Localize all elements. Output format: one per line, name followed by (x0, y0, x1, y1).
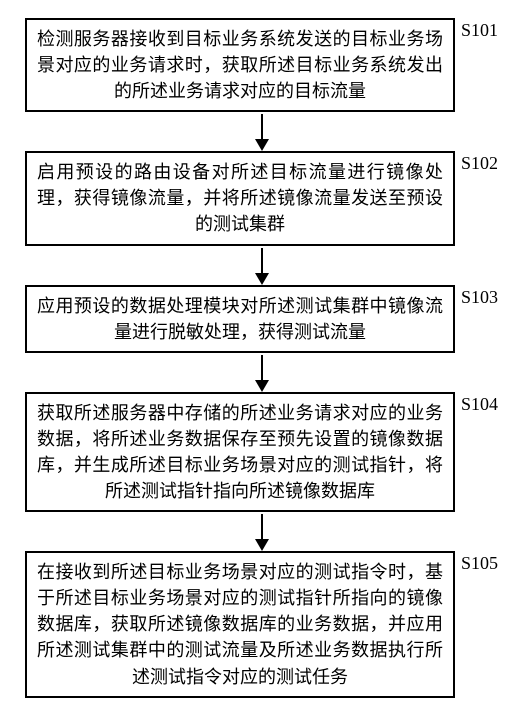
flowchart: 检测服务器接收到目标业务系统发送的目标业务场景对应的业务请求时，获取所述目标业务… (12, 18, 511, 698)
step-tag-s104: S104 (461, 394, 498, 415)
step-box-s104: 获取所述服务器中存储的所述业务请求对应的业务数据，将所述业务数据保存至预先设置的… (25, 392, 455, 512)
flow-step: 应用预设的数据处理模块对所述测试集群中镜像流量进行脱敏处理，获得测试流量 S10… (12, 285, 511, 353)
step-box-s105: 在接收到所述目标业务场景对应的测试指令时，基于所述目标业务场景对应的测试指针所指… (25, 551, 455, 697)
flow-step: 检测服务器接收到目标业务系统发送的目标业务场景对应的业务请求时，获取所述目标业务… (12, 18, 511, 112)
step-box-s103: 应用预设的数据处理模块对所述测试集群中镜像流量进行脱敏处理，获得测试流量 (25, 285, 455, 353)
step-tag-s102: S102 (461, 153, 498, 174)
arrow-icon (255, 248, 269, 285)
step-box-s101: 检测服务器接收到目标业务系统发送的目标业务场景对应的业务请求时，获取所述目标业务… (25, 18, 455, 112)
step-tag-s101: S101 (461, 20, 498, 41)
flow-step: 获取所述服务器中存储的所述业务请求对应的业务数据，将所述业务数据保存至预先设置的… (12, 392, 511, 512)
arrow-icon (255, 114, 269, 151)
flow-step: 启用预设的路由设备对所述目标流量进行镜像处理，获得镜像流量，并将所述镜像流量发送… (12, 151, 511, 245)
step-box-s102: 启用预设的路由设备对所述目标流量进行镜像处理，获得镜像流量，并将所述镜像流量发送… (25, 151, 455, 245)
arrow-icon (255, 514, 269, 551)
arrow-icon (255, 355, 269, 392)
step-tag-s103: S103 (461, 287, 498, 308)
step-tag-s105: S105 (461, 553, 498, 574)
flow-step: 在接收到所述目标业务场景对应的测试指令时，基于所述目标业务场景对应的测试指针所指… (12, 551, 511, 697)
